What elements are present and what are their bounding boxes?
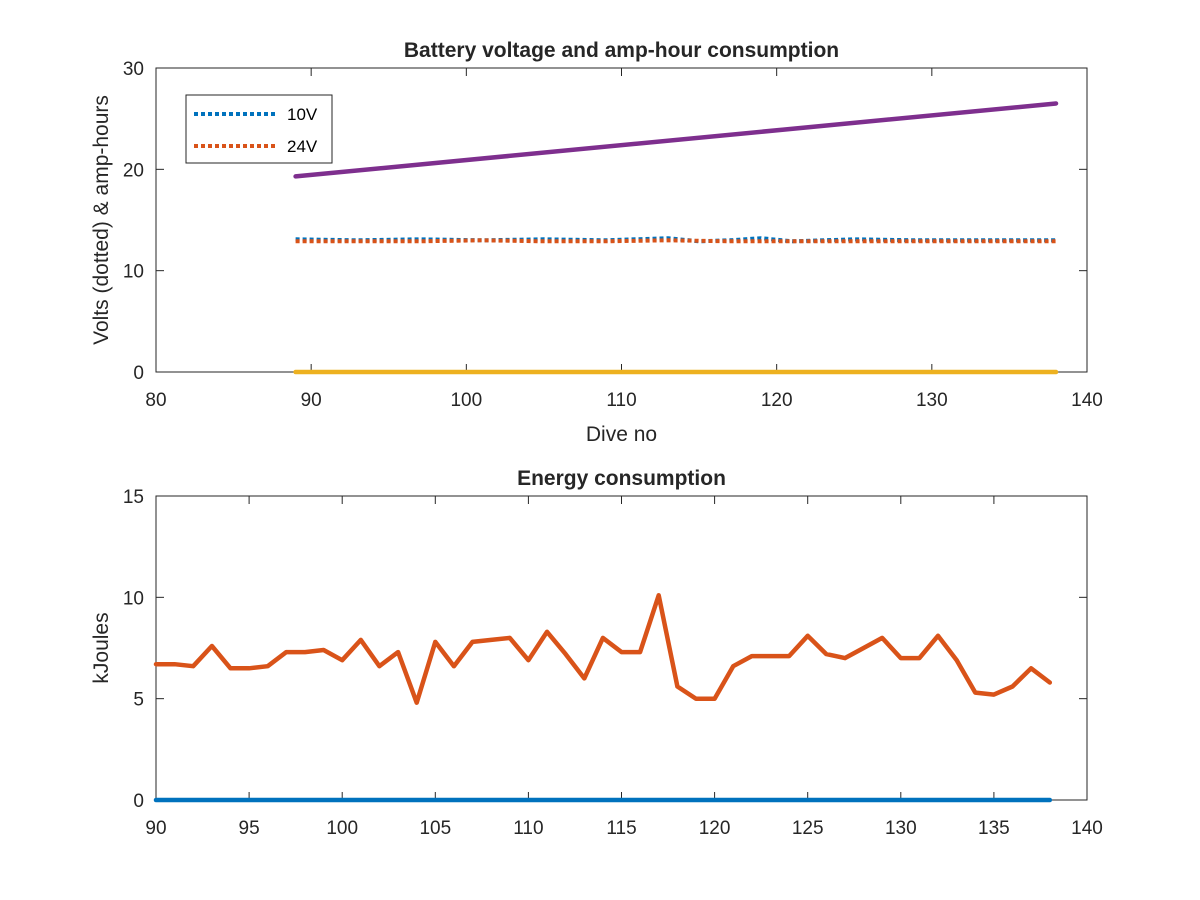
x-tick-label: 135 <box>978 818 1010 839</box>
energy-plot-area <box>155 495 1088 801</box>
y-tick-label: 20 <box>123 160 144 181</box>
energy-chart-title: Energy consumption <box>517 467 726 490</box>
energy-line <box>153 593 1053 705</box>
x-tick-label: 120 <box>761 390 793 411</box>
x-tick-label: 100 <box>326 818 358 839</box>
y-tick-label: 15 <box>123 487 144 508</box>
y-tick-label: 30 <box>123 59 144 80</box>
legend-label-10v: 10V <box>287 105 318 124</box>
voltage-y-axis-label: Volts (dotted) & amp-hours <box>90 95 113 345</box>
x-tick-label: 95 <box>239 818 260 839</box>
y-tick-label: 10 <box>123 262 144 283</box>
energy-chart: Energy consumption kJoules 90 95 100 105 110… <box>90 467 1103 839</box>
y-tick-label: 10 <box>123 588 144 609</box>
x-tick-label: 90 <box>145 818 166 839</box>
x-tick-label: 90 <box>301 390 322 411</box>
legend: 10V 24V <box>185 94 333 164</box>
energy-series-group <box>153 593 1053 803</box>
x-tick-label: 110 <box>513 818 543 839</box>
x-tick-label: 105 <box>419 818 451 839</box>
y-tick-label: 5 <box>133 690 144 711</box>
x-tick-label: 140 <box>1071 390 1103 411</box>
x-tick-label: 100 <box>450 390 482 411</box>
energy-axes-ticks: 90 95 100 105 110 115 120 125 130 135 140 0 5 10 15 <box>123 487 1103 839</box>
y-tick-label: 0 <box>133 791 144 812</box>
voltage-chart: Battery voltage and amp-hour consumption… <box>90 39 1103 446</box>
x-tick-label: 140 <box>1071 818 1103 839</box>
x-tick-label: 120 <box>699 818 731 839</box>
line-24v <box>295 238 1056 244</box>
voltage-series-group <box>293 101 1059 375</box>
x-tick-label: 130 <box>916 390 948 411</box>
legend-box <box>185 94 333 164</box>
legend-label-24v: 24V <box>287 137 318 156</box>
x-tick-label: 80 <box>145 390 166 411</box>
x-tick-label: 115 <box>606 818 636 839</box>
amp-hours-line <box>293 101 1059 179</box>
energy-y-axis-label: kJoules <box>90 612 113 683</box>
y-tick-label: 0 <box>133 363 144 384</box>
voltage-axes-ticks: 80 90 100 110 120 130 140 0 10 20 30 <box>123 59 1103 411</box>
x-tick-label: 110 <box>606 390 636 411</box>
voltage-x-axis-label: Dive no <box>586 423 657 446</box>
x-tick-label: 130 <box>885 818 917 839</box>
x-tick-label: 125 <box>792 818 824 839</box>
voltage-chart-title: Battery voltage and amp-hour consumption <box>404 39 839 62</box>
